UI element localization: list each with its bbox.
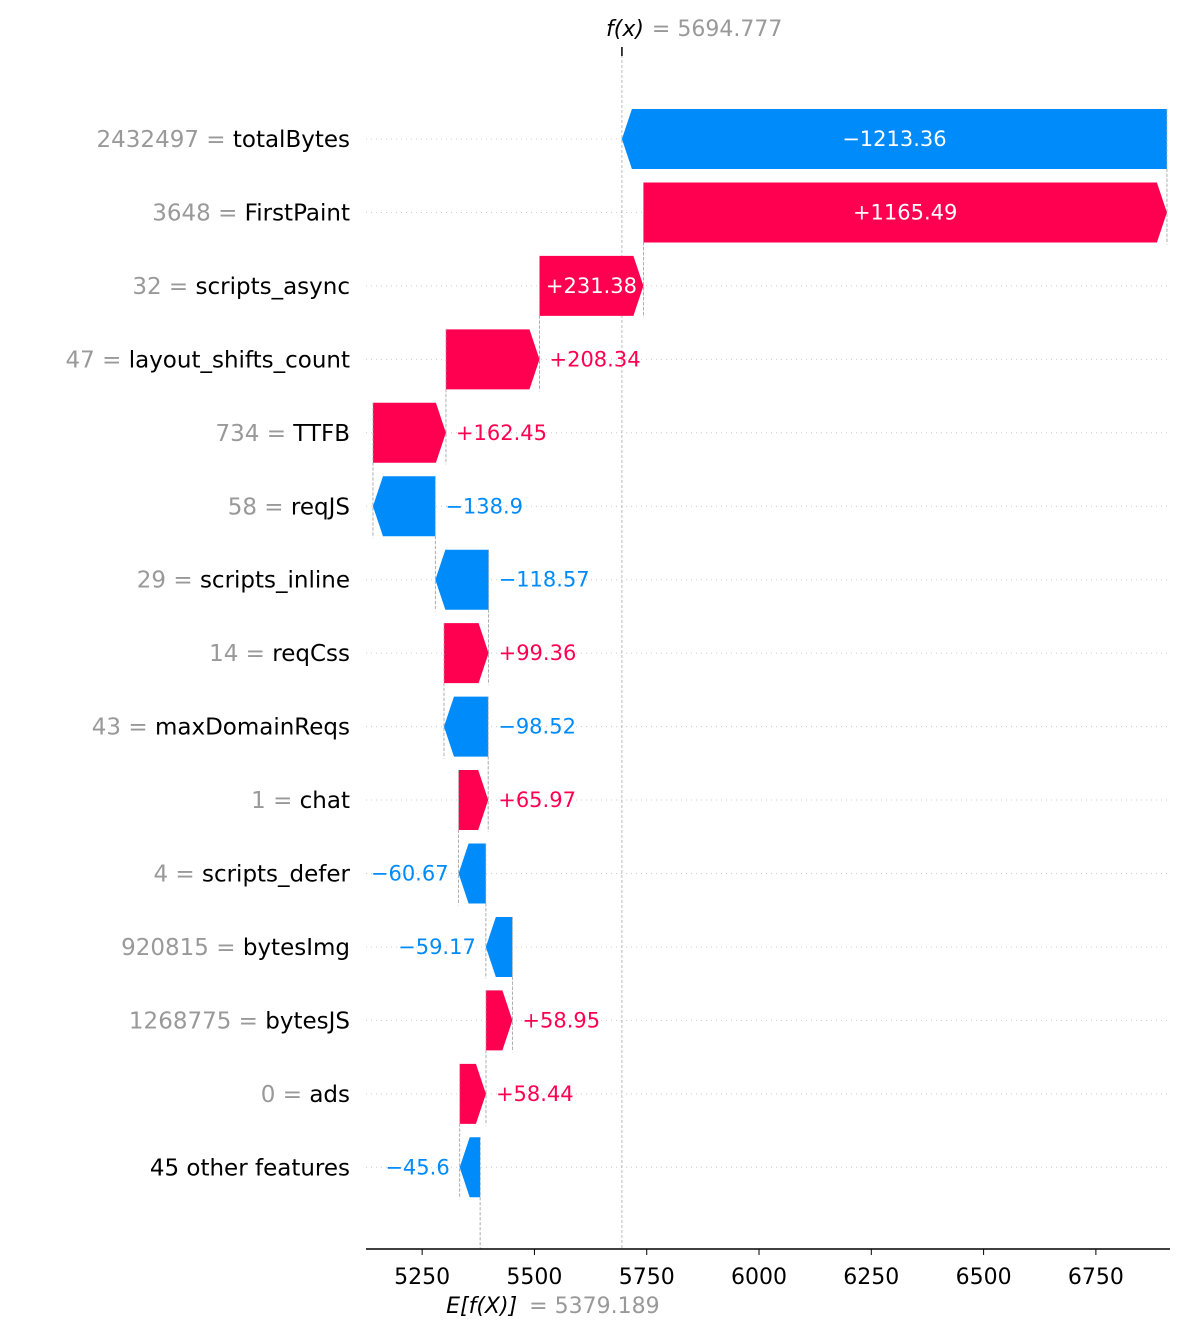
bar-TTFB	[372, 402, 446, 463]
bar-reqCss	[443, 623, 489, 684]
feature-label: 47 = layout_shifts_count	[66, 347, 350, 373]
feature-label: 1268775 = bytesJS	[129, 1008, 350, 1034]
feature-name: scripts_defer	[202, 862, 351, 888]
feature-value: 4 =	[153, 862, 202, 888]
output-value-label: f(x)	[606, 17, 644, 42]
x-tick-label: 5250	[394, 1265, 450, 1290]
bar-maxDomainReqs	[443, 696, 489, 757]
feature-value: 29 =	[137, 568, 200, 594]
feature-name: bytesJS	[265, 1008, 350, 1034]
feature-value: 47 =	[66, 347, 129, 373]
feature-name: layout_shifts_count	[129, 347, 350, 373]
feature-name: ads	[309, 1082, 350, 1108]
feature-value: 43 =	[92, 715, 155, 741]
output-value-text: = 5694.777	[652, 17, 782, 42]
bar-scripts_async	[539, 255, 644, 316]
feature-name: scripts_inline	[200, 568, 350, 594]
bar-layout_shifts_count	[445, 329, 540, 390]
feature-value: 14 =	[209, 641, 272, 667]
shap-value-label: −118.57	[499, 568, 590, 592]
feature-label: 920815 = bytesImg	[121, 935, 350, 961]
bar-scripts_inline	[435, 549, 489, 610]
shap-value-label: +65.97	[498, 788, 576, 812]
bar-reqJS	[372, 476, 436, 537]
feature-value: 920815 =	[121, 935, 243, 961]
shap-value-label: +58.95	[522, 1008, 600, 1032]
feature-value: 3648 =	[152, 200, 244, 226]
feature-value: 734 =	[216, 421, 294, 447]
bar-bytesJS	[485, 990, 513, 1051]
shap-value-label: +58.44	[496, 1082, 574, 1106]
feature-value: 32 =	[132, 274, 195, 300]
feature-label: 1 = chat	[251, 788, 350, 814]
feature-name: reqJS	[291, 494, 350, 520]
bar-chat	[458, 770, 489, 831]
shap-value-label: −98.52	[498, 715, 576, 739]
base-value-label: E[f(X)]	[446, 1294, 517, 1319]
feature-label: 4 = scripts_defer	[153, 862, 350, 888]
feature-label: 0 = ads	[261, 1082, 350, 1108]
feature-value: 2432497 =	[97, 127, 233, 153]
shap-value-label: −45.6	[385, 1155, 449, 1179]
shap-value-label: −1213.36	[842, 127, 946, 151]
feature-name: bytesImg	[243, 935, 350, 961]
x-tick-label: 6750	[1068, 1265, 1124, 1290]
shap-value-label: +208.34	[549, 347, 640, 371]
feature-name: maxDomainReqs	[155, 715, 350, 741]
shap-value-label: −59.17	[398, 935, 476, 959]
shap-value-label: +1165.49	[853, 200, 957, 224]
feature-value: 58 =	[228, 494, 291, 520]
x-tick-label: 6000	[731, 1265, 787, 1290]
x-tick-label: 5500	[506, 1265, 562, 1290]
shap-value-label: −60.67	[371, 862, 449, 886]
feature-value: 0 =	[261, 1082, 310, 1108]
x-tick-label: 6500	[956, 1265, 1012, 1290]
feature-name: reqCss	[272, 641, 350, 667]
bar-45-other-features	[459, 1137, 481, 1198]
bar-ads	[459, 1063, 486, 1124]
feature-label: 58 = reqJS	[228, 494, 350, 520]
feature-label: 3648 = FirstPaint	[152, 200, 350, 226]
feature-label: 29 = scripts_inline	[137, 568, 350, 594]
shap-value-label: +231.38	[546, 274, 637, 298]
x-tick-label: 6250	[843, 1265, 899, 1290]
feature-label: 45 other features	[150, 1155, 350, 1181]
feature-name: scripts_async	[196, 274, 351, 300]
feature-name: totalBytes	[233, 127, 350, 153]
shap-value-label: +162.45	[456, 421, 547, 445]
feature-label: 32 = scripts_async	[132, 274, 350, 300]
x-tick-label: 5750	[619, 1265, 675, 1290]
feature-value: 1 =	[251, 788, 300, 814]
bar-bytesImg	[485, 916, 513, 977]
feature-label: 14 = reqCss	[209, 641, 350, 667]
feature-value: 1268775 =	[129, 1008, 265, 1034]
feature-label: 2432497 = totalBytes	[97, 127, 350, 153]
feature-name: TTFB	[292, 421, 350, 447]
feature-label: 734 = TTFB	[216, 421, 351, 447]
feature-name: FirstPaint	[245, 200, 350, 226]
feature-name: 45 other features	[150, 1155, 350, 1181]
bar-scripts_defer	[458, 843, 486, 904]
feature-name: chat	[300, 788, 350, 814]
base-value-text: = 5379.189	[529, 1294, 659, 1319]
shap-value-label: −138.9	[445, 494, 523, 518]
shap-value-label: +99.36	[499, 641, 577, 665]
bar-FirstPaint	[643, 182, 1167, 243]
bar-totalBytes	[621, 109, 1167, 169]
feature-label: 43 = maxDomainReqs	[92, 715, 350, 741]
